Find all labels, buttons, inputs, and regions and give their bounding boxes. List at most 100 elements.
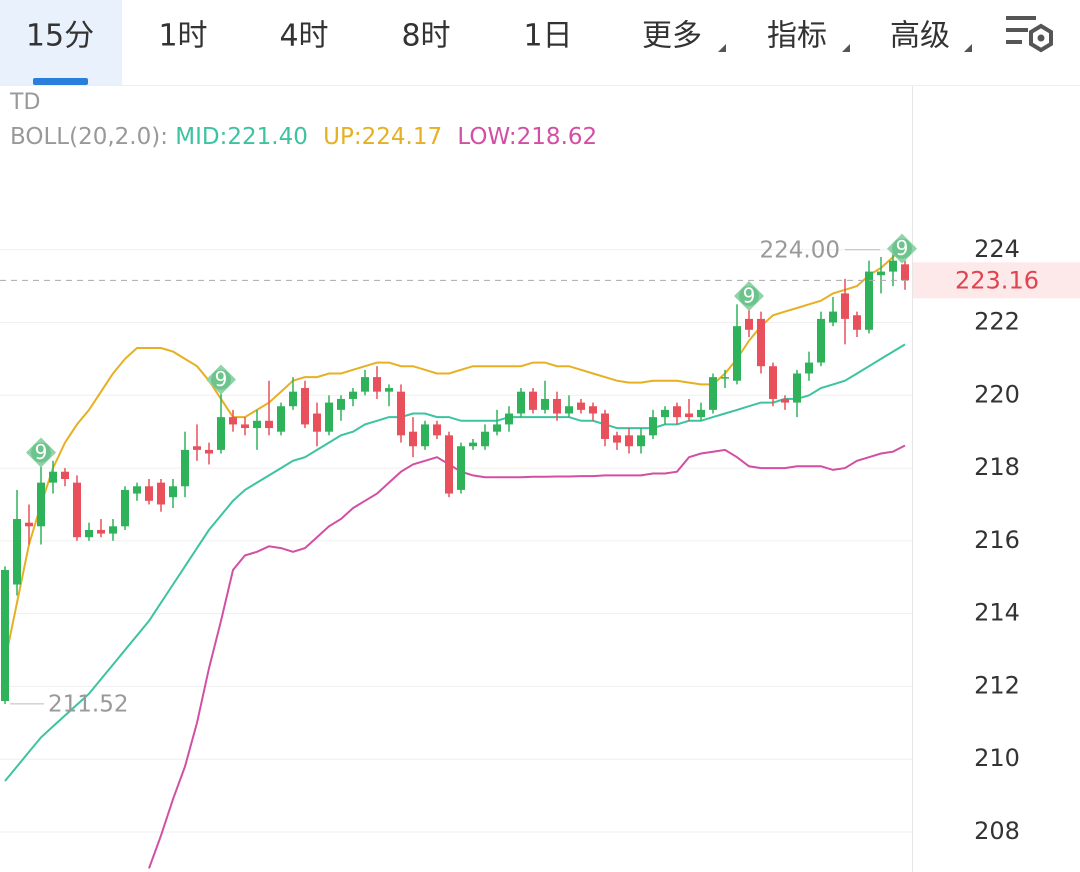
td-badge-core — [211, 369, 231, 390]
candle-body — [877, 271, 885, 276]
tab[interactable]: 高级 — [890, 19, 950, 54]
candle-body — [313, 413, 321, 432]
candle-body — [289, 391, 297, 407]
td-badge-core — [739, 285, 759, 306]
y-tick-label: 210 — [974, 744, 1020, 772]
y-tick-label: 222 — [974, 308, 1020, 336]
candle-body — [1, 569, 9, 701]
candle-body — [229, 417, 237, 425]
last-price-label: 223.16 — [955, 266, 1039, 294]
legend-title: BOLL(20,2.0): — [10, 124, 168, 150]
candle-body — [661, 409, 669, 418]
max-marker-label: 224.00 — [760, 237, 840, 263]
y-tick-label: 216 — [974, 526, 1020, 554]
candle-body — [745, 318, 753, 330]
boll-line — [4, 242, 906, 662]
td-marker: 9 — [734, 280, 764, 311]
candle-body — [601, 413, 609, 439]
candle-body — [193, 446, 201, 450]
candle-body — [901, 264, 909, 281]
candle-body — [97, 529, 105, 534]
candle-body — [613, 435, 621, 443]
candle-body — [169, 486, 177, 498]
y-tick-label: 218 — [974, 453, 1020, 481]
tab[interactable]: 4时 — [279, 19, 328, 54]
tab-bar — [0, 0, 1080, 85]
candle-body — [109, 526, 117, 534]
candle-body — [805, 362, 813, 374]
candle-body — [481, 431, 489, 447]
candle-body — [673, 406, 681, 418]
candle-body — [685, 413, 693, 418]
tab[interactable]: 1时 — [158, 19, 207, 54]
candle-body — [337, 398, 345, 410]
td-badge-core — [31, 442, 51, 463]
td-label: 9 — [896, 236, 909, 260]
tab[interactable]: 指标 — [767, 19, 827, 54]
candle-body — [469, 442, 477, 447]
overlay-legend: BOLL(20,2.0): MID:221.40 UP:224.17 LOW:2… — [10, 124, 597, 150]
td-marker: 9 — [887, 233, 917, 264]
legend-item: LOW:218.62 — [457, 124, 597, 150]
candle-body — [409, 431, 417, 447]
dropdown-caret — [718, 44, 726, 52]
candle-body — [757, 318, 765, 367]
candle-body — [25, 522, 33, 527]
tab[interactable]: 8时 — [401, 19, 450, 54]
candle-body — [445, 435, 453, 494]
y-tick-label: 208 — [974, 817, 1020, 845]
active-tab-bg — [0, 0, 122, 85]
candle-body — [157, 482, 165, 505]
candle-body — [265, 420, 273, 429]
indicator-label: TD — [9, 90, 40, 115]
tab[interactable]: 1日 — [523, 19, 572, 54]
candle-body — [565, 406, 573, 414]
candle-body — [277, 406, 285, 432]
candle-body — [625, 435, 633, 447]
td-badge-core — [892, 238, 912, 259]
candle-body — [325, 402, 333, 432]
candle-body — [709, 377, 717, 410]
candle-body — [853, 315, 861, 330]
boll-line — [4, 343, 906, 782]
candle-body — [541, 398, 549, 410]
candle-body — [421, 424, 429, 447]
y-tick-label: 214 — [974, 599, 1020, 627]
candle-body — [493, 424, 501, 432]
candle-body — [577, 402, 585, 410]
candle-body — [457, 446, 465, 490]
candle-body — [241, 424, 249, 429]
td-label: 9 — [215, 367, 228, 391]
tab[interactable]: 15分 — [26, 19, 94, 54]
boll-line — [148, 444, 906, 869]
candle-body — [301, 388, 309, 425]
candle-body — [121, 489, 129, 527]
active-tab-indicator — [33, 78, 88, 85]
candle-body — [217, 417, 225, 450]
candle-body — [733, 326, 741, 381]
candle-body — [181, 449, 189, 487]
candle-body — [793, 373, 801, 403]
candle-body — [73, 482, 81, 538]
candle-body — [349, 391, 357, 399]
candle-body — [373, 377, 381, 392]
candle-body — [49, 471, 57, 483]
candle-body — [637, 435, 645, 447]
candle-body — [361, 377, 369, 392]
candle-body — [505, 413, 513, 425]
legend-item: UP:224.17 — [323, 124, 442, 150]
settings-icon[interactable] — [1006, 16, 1053, 53]
candle-body — [781, 398, 789, 403]
tab[interactable]: 更多 — [642, 19, 702, 54]
last-price-tag — [913, 262, 1080, 299]
candle-body — [697, 409, 705, 418]
candle-body — [397, 391, 405, 436]
dropdown-caret — [964, 44, 972, 52]
td-label: 9 — [35, 440, 48, 464]
legend-item: MID:221.40 — [175, 124, 308, 150]
y-tick-label: 212 — [974, 671, 1020, 699]
candle-body — [385, 388, 393, 392]
candle-body — [133, 486, 141, 494]
